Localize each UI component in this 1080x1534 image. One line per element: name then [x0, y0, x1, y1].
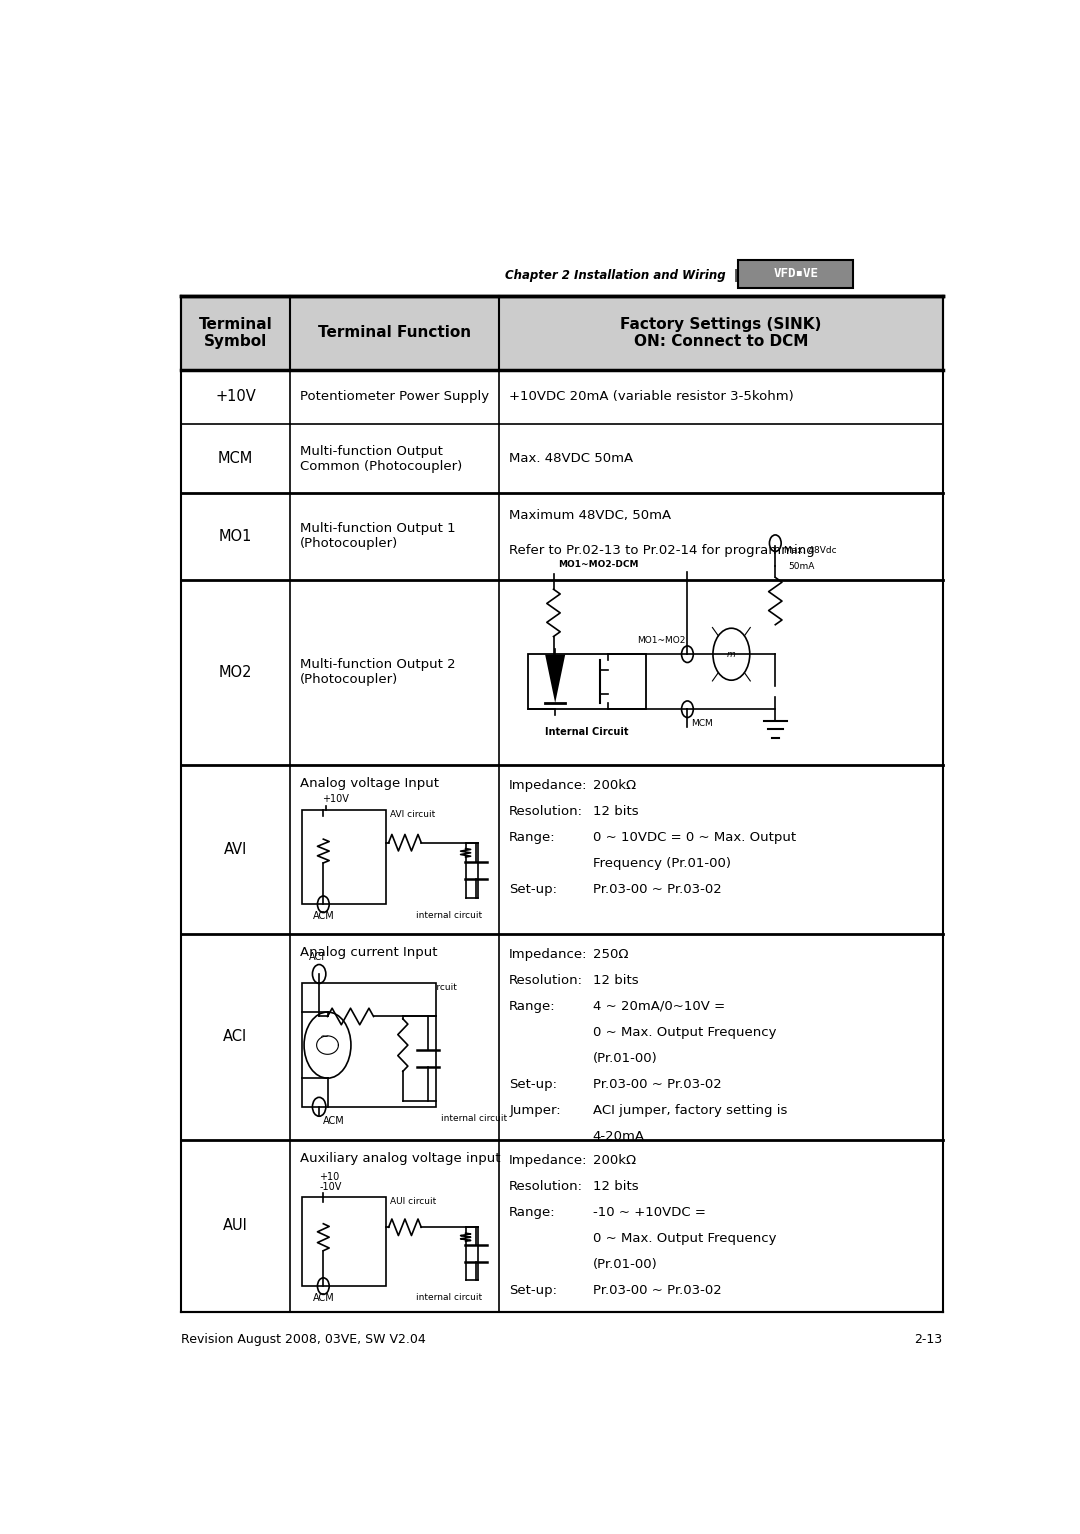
Text: Set-up:: Set-up:	[509, 1284, 557, 1296]
Text: +10: +10	[320, 1172, 339, 1183]
Text: -10V: -10V	[320, 1181, 341, 1192]
Text: internal circuit: internal circuit	[441, 1114, 507, 1123]
Text: ACM: ACM	[323, 1117, 346, 1126]
Text: Multi-function Output 2
(Photocoupler): Multi-function Output 2 (Photocoupler)	[300, 658, 456, 686]
FancyBboxPatch shape	[739, 259, 853, 288]
Text: Pr.03-00 ~ Pr.03-02: Pr.03-00 ~ Pr.03-02	[593, 1284, 721, 1296]
Text: -10 ~ +10VDC =: -10 ~ +10VDC =	[593, 1206, 705, 1220]
Text: 0 ~ Max. Output Frequency: 0 ~ Max. Output Frequency	[593, 1232, 777, 1246]
Text: Pr.03-00 ~ Pr.03-02: Pr.03-00 ~ Pr.03-02	[593, 1078, 721, 1091]
Text: Jumper:: Jumper:	[509, 1104, 561, 1117]
Text: Max: 48Vdc: Max: 48Vdc	[784, 546, 836, 555]
Text: Refer to Pr.02-13 to Pr.02-14 for programming: Refer to Pr.02-13 to Pr.02-14 for progra…	[509, 545, 815, 557]
Text: Analog current Input: Analog current Input	[300, 945, 437, 959]
Text: Terminal Function: Terminal Function	[318, 325, 471, 341]
Text: Resolution:: Resolution:	[509, 1180, 583, 1193]
Text: Analog voltage Input: Analog voltage Input	[300, 776, 438, 790]
Text: +10VDC 20mA (variable resistor 3-5kohm): +10VDC 20mA (variable resistor 3-5kohm)	[509, 391, 794, 403]
Text: MO2: MO2	[218, 664, 253, 680]
Text: AVI circuit: AVI circuit	[390, 810, 435, 819]
Polygon shape	[545, 655, 565, 703]
Text: Multi-function Output
Common (Photocoupler): Multi-function Output Common (Photocoupl…	[300, 445, 462, 472]
Text: ACI circuit: ACI circuit	[411, 983, 457, 992]
Text: internal circuit: internal circuit	[416, 911, 483, 920]
Text: 200kΩ: 200kΩ	[593, 779, 636, 792]
Text: MCM: MCM	[218, 451, 253, 466]
Text: Set-up:: Set-up:	[509, 1078, 557, 1091]
Text: Impedance:: Impedance:	[509, 779, 588, 792]
Text: Frequency (Pr.01-00): Frequency (Pr.01-00)	[593, 858, 731, 870]
Text: Impedance:: Impedance:	[509, 948, 588, 960]
Text: Max. 48VDC 50mA: Max. 48VDC 50mA	[509, 453, 633, 465]
Text: 4 ~ 20mA/0~10V =: 4 ~ 20mA/0~10V =	[593, 1000, 725, 1012]
Text: AUI: AUI	[222, 1218, 248, 1233]
Text: MO1: MO1	[219, 529, 252, 545]
Text: Maximum 48VDC, 50mA: Maximum 48VDC, 50mA	[509, 509, 672, 522]
Text: 250Ω: 250Ω	[593, 948, 629, 960]
Text: MCM: MCM	[691, 718, 714, 727]
Text: Range:: Range:	[509, 1206, 556, 1220]
Text: Factory Settings (SINK)
ON: Connect to DCM: Factory Settings (SINK) ON: Connect to D…	[620, 316, 822, 350]
Text: Multi-function Output 1
(Photocoupler): Multi-function Output 1 (Photocoupler)	[300, 523, 456, 551]
Text: 2-13: 2-13	[915, 1333, 943, 1345]
Text: (Pr.01-00): (Pr.01-00)	[593, 1052, 658, 1065]
Text: Impedance:: Impedance:	[509, 1154, 588, 1167]
Bar	[302, 983, 436, 1108]
Text: ACI: ACI	[309, 953, 325, 962]
Text: +10V: +10V	[215, 390, 256, 405]
Text: Revision August 2008, 03VE, SW V2.04: Revision August 2008, 03VE, SW V2.04	[181, 1333, 426, 1345]
Text: Range:: Range:	[509, 831, 556, 844]
Text: 12 bits: 12 bits	[593, 805, 638, 818]
Text: Internal Circuit: Internal Circuit	[545, 727, 629, 736]
Text: 50mA: 50mA	[788, 561, 814, 571]
Text: 12 bits: 12 bits	[593, 974, 638, 986]
Text: ACM: ACM	[312, 1293, 334, 1304]
Text: Resolution:: Resolution:	[509, 974, 583, 986]
Text: 0 ~ Max. Output Frequency: 0 ~ Max. Output Frequency	[593, 1026, 777, 1039]
Text: 200kΩ: 200kΩ	[593, 1154, 636, 1167]
Text: ACI: ACI	[224, 1029, 247, 1045]
Text: ACI jumper, factory setting is: ACI jumper, factory setting is	[593, 1104, 787, 1117]
Text: ∼: ∼	[321, 1032, 329, 1042]
Bar	[302, 810, 387, 904]
Text: Potentiometer Power Supply: Potentiometer Power Supply	[300, 391, 489, 403]
Text: 0 ~ 10VDC = 0 ~ Max. Output: 0 ~ 10VDC = 0 ~ Max. Output	[593, 831, 796, 844]
Text: AVI: AVI	[345, 851, 361, 862]
Text: AUI: AUI	[346, 1236, 363, 1246]
Text: Resolution:: Resolution:	[509, 805, 583, 818]
Text: 12 bits: 12 bits	[593, 1180, 638, 1193]
Text: Terminal
Symbol: Terminal Symbol	[199, 316, 272, 350]
Text: ACM: ACM	[312, 911, 334, 922]
Text: MO1~MO2: MO1~MO2	[637, 635, 686, 644]
Bar	[302, 1197, 387, 1285]
Text: Auxiliary analog voltage input: Auxiliary analog voltage input	[300, 1152, 500, 1164]
Text: Chapter 2 Installation and Wiring  |: Chapter 2 Installation and Wiring |	[504, 268, 738, 282]
Text: 4-20mA: 4-20mA	[593, 1131, 645, 1143]
Text: Pr.03-00 ~ Pr.03-02: Pr.03-00 ~ Pr.03-02	[593, 884, 721, 896]
Text: Range:: Range:	[509, 1000, 556, 1012]
Text: MO1~MO2-DCM: MO1~MO2-DCM	[557, 560, 638, 569]
Text: AUI circuit: AUI circuit	[390, 1197, 436, 1206]
Text: Set-up:: Set-up:	[509, 884, 557, 896]
Text: m: m	[727, 650, 735, 658]
Text: (Pr.01-00): (Pr.01-00)	[593, 1258, 658, 1272]
Bar	[181, 296, 943, 370]
Text: VFD▪VE: VFD▪VE	[773, 267, 819, 281]
Bar	[528, 653, 646, 709]
Text: internal circuit: internal circuit	[416, 1293, 483, 1302]
Text: AVI: AVI	[224, 842, 247, 858]
Text: +10V: +10V	[322, 793, 349, 804]
